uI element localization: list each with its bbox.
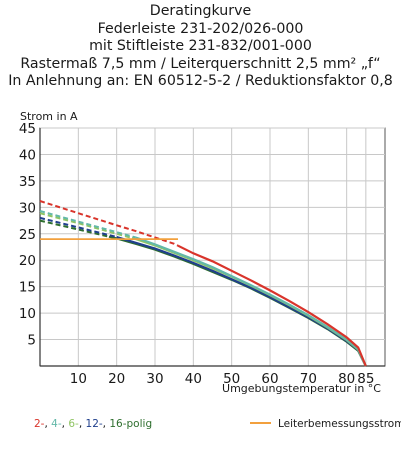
legend-rated-current-swatch — [250, 422, 271, 424]
x-tick-label: 40 — [185, 371, 202, 387]
x-tick-label: 50 — [223, 371, 240, 387]
y-tick-label: 10 — [19, 306, 36, 322]
y-tick-label: 40 — [19, 147, 36, 163]
series-line-dashed — [39, 200, 179, 247]
chart-title-block: Deratingkurve Federleiste 231-202/026-00… — [0, 3, 401, 91]
y-tick-label: 45 — [19, 121, 36, 137]
x-tick-label: 85 — [357, 371, 374, 387]
legend-pole-item: , — [78, 418, 86, 430]
x-tick-label: 70 — [300, 371, 317, 387]
x-axis-label: Umgebungstemperatur in °C — [222, 382, 381, 395]
x-tick-label: 30 — [146, 371, 163, 387]
y-tick-label: 15 — [19, 280, 36, 296]
legend-rated-current: Leiterbemessungsstrom — [250, 418, 401, 430]
x-tick-label: 80 — [338, 371, 355, 387]
y-tick-label: 5 — [27, 333, 36, 349]
x-tick-label: 10 — [70, 371, 87, 387]
legend-pole-entries: 2-, 4-, 6-, 12-, 16-polig — [34, 418, 152, 430]
series-line-dashed — [39, 210, 137, 239]
chart-title-line-2: Federleiste 231-202/026-000 — [97, 20, 304, 37]
legend-pole-item: , — [102, 418, 110, 430]
legend-rated-current-label: Leiterbemessungsstrom — [278, 418, 401, 430]
series-line-dashed — [39, 212, 133, 239]
series-line — [177, 244, 367, 367]
y-axis-label: Strom in A — [20, 110, 78, 123]
y-tick-label: 30 — [19, 200, 36, 216]
chart-title-line-5: In Anlehnung an: EN 60512-5-2 / Reduktio… — [8, 73, 393, 90]
chart-title-line-3: mit Stiftleiste 231-832/001-000 — [89, 38, 312, 55]
series-line — [135, 236, 367, 367]
series-line-dashed — [39, 216, 117, 238]
x-tick-label: 20 — [108, 371, 125, 387]
y-tick-label: 25 — [19, 227, 36, 243]
x-tick-label: 60 — [261, 371, 278, 387]
legend-pole-item: 2- — [34, 418, 45, 430]
legend-pole-item: 12- — [85, 418, 103, 430]
legend-pole-item: , — [44, 418, 52, 430]
y-tick-label: 20 — [19, 253, 36, 269]
chart-title-line-4: Rastermaß 7,5 mm / Leiterquerschnitt 2,5… — [20, 55, 381, 72]
legend-pole-item: , — [61, 418, 69, 430]
chart-title-line-1: Deratingkurve — [149, 3, 252, 19]
legend-pole-item: 4- — [51, 418, 62, 430]
legend-pole-item: 16- — [109, 418, 127, 430]
legend-poles: 2-, 4-, 6-, 12-, 16-polig — [34, 418, 152, 430]
y-tick-label: 35 — [19, 174, 36, 190]
legend-pole-item: polig — [126, 418, 153, 430]
legend-pole-item: 6- — [68, 418, 79, 430]
series-line-dashed — [39, 219, 110, 238]
